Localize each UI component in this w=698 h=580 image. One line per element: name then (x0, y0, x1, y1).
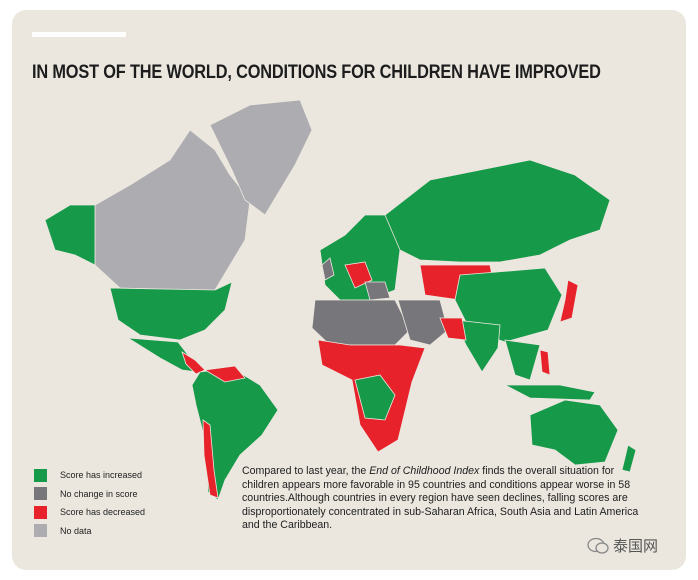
watermark: 泰国网 (587, 535, 658, 556)
japan (559, 279, 579, 323)
europe-red (344, 261, 373, 289)
uk (321, 257, 335, 281)
africa-north (311, 299, 411, 346)
legend-swatch (34, 524, 47, 538)
se-asia (504, 339, 541, 381)
europe-gray (364, 281, 391, 301)
europe (319, 214, 401, 301)
watermark-text: 泰国网 (612, 538, 658, 555)
legend-swatch (34, 487, 47, 501)
legend-item: No data (34, 522, 145, 541)
panel: IN MOST OF THE WORLD, CONDITIONS FOR CHI… (12, 10, 686, 570)
legend-label: No data (60, 525, 92, 536)
legend-label: Score has decreased (60, 507, 146, 518)
legend-swatch (34, 468, 47, 482)
south-asia-red (439, 317, 467, 341)
legend-label: Score has increased (60, 470, 143, 481)
legend-item: No change in score (34, 485, 145, 504)
new-zealand (621, 444, 637, 473)
alaska (44, 204, 96, 266)
philippines (539, 349, 551, 376)
wechat-icon (587, 537, 609, 554)
legend-label: No change in score (60, 488, 138, 499)
middle-east (397, 299, 449, 346)
indonesia (504, 384, 596, 401)
text: Compared to last year, the (242, 465, 370, 477)
description: Compared to last year, the End of Childh… (242, 465, 642, 533)
russia (384, 159, 611, 263)
legend-swatch (34, 505, 47, 519)
text: finds the overall situation for children… (242, 465, 639, 531)
legend: Score has increased No change in score Sco… (34, 466, 145, 540)
australia (529, 399, 619, 466)
index-name: End of Childhood Index (369, 465, 480, 477)
chile (202, 419, 219, 499)
legend-item: Score has increased (34, 466, 145, 485)
world-map (44, 99, 637, 501)
greenland (209, 99, 313, 216)
india (454, 319, 501, 373)
title: IN MOST OF THE WORLD, CONDITIONS FOR CHI… (32, 62, 601, 83)
accent-bar (32, 32, 126, 37)
venezuela (203, 365, 246, 383)
legend-item: Score has decreased (34, 503, 145, 522)
africa-green (354, 374, 396, 421)
usa (109, 281, 233, 341)
